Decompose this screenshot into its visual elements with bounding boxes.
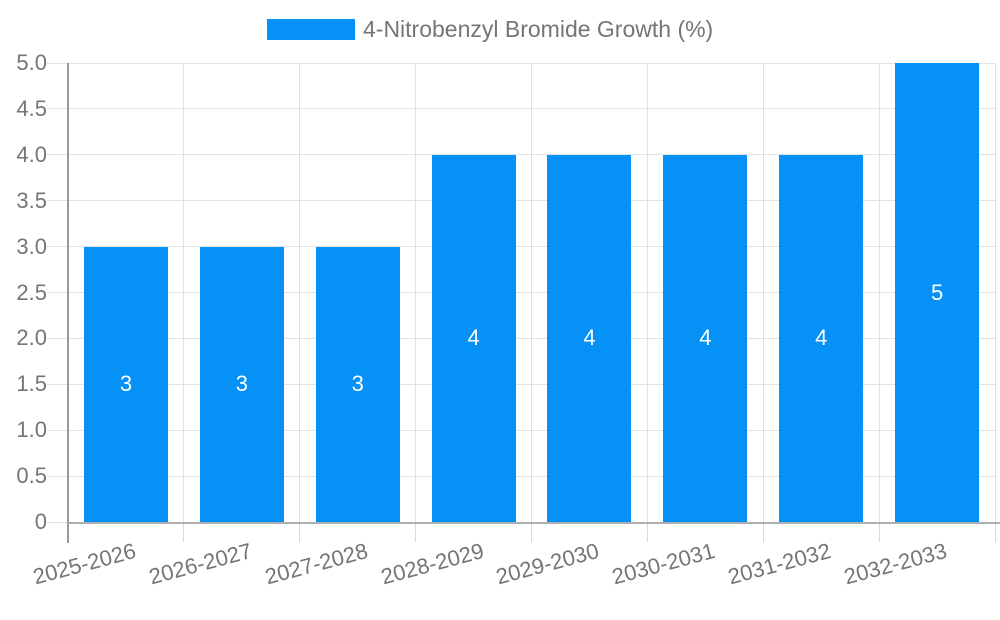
x-gridline [531, 63, 532, 522]
x-axis-tick [531, 522, 532, 542]
y-gridline [47, 200, 995, 202]
y-gridline [47, 292, 995, 293]
y-gridline [47, 108, 995, 110]
bar-2032-2033[interactable]: 5 [895, 63, 980, 522]
y-tick-label: 0 [34, 509, 47, 534]
y-tick-label: 2.5 [16, 279, 47, 305]
y-tick-label: 3.5 [16, 187, 47, 213]
x-axis-tick [299, 522, 301, 542]
bar-2030-2031[interactable]: 4 [663, 154, 748, 522]
x-axis-tick [183, 522, 185, 542]
y-gridline [47, 475, 995, 477]
x-gridline [183, 63, 185, 522]
bar-2025-2026[interactable]: 3 [83, 246, 168, 522]
x-gridline [878, 63, 880, 522]
y-tick-label: 0.5 [16, 463, 47, 489]
x-axis-tick [878, 522, 880, 542]
x-axis-tick [994, 522, 996, 542]
y-tick-label: 1.5 [16, 371, 47, 397]
y-tick-label: 2.0 [16, 325, 47, 351]
bar-2029-2030[interactable]: 4 [547, 154, 632, 522]
bar-value-label: 4 [699, 325, 712, 351]
x-gridline [762, 63, 764, 522]
bar-2026-2027[interactable]: 3 [199, 246, 284, 522]
bar-2028-2029[interactable]: 4 [431, 154, 516, 522]
bar-value-label: 4 [815, 325, 828, 351]
x-axis-tick [762, 522, 764, 542]
y-gridline [47, 62, 995, 64]
x-gridline [415, 63, 417, 522]
bar-value-label: 5 [930, 279, 944, 305]
legend-swatch-icon [267, 18, 355, 40]
y-tick-label: 3.0 [16, 233, 47, 259]
bar-value-label: 3 [351, 371, 364, 397]
y-gridline [47, 246, 995, 248]
x-gridline [994, 63, 996, 522]
y-gridline [47, 337, 995, 339]
bar-2027-2028[interactable]: 3 [315, 246, 400, 522]
y-gridline [47, 154, 995, 156]
y-gridline [47, 429, 995, 431]
x-gridline [299, 63, 301, 522]
y-tick-label: 4.5 [16, 95, 47, 121]
legend-label: 4-Nitrobenzyl Bromide Growth (%) [363, 15, 714, 42]
y-axis-line [67, 63, 69, 543]
x-axis-tick [415, 522, 417, 542]
chart-canvas: 4-Nitrobenzyl Bromide Growth (%) 0 0.5 1.0… [16, 14, 1000, 590]
y-tick-label: 1.0 [16, 417, 47, 443]
bar-2031-2032[interactable]: 4 [779, 154, 864, 522]
legend-item[interactable]: 4-Nitrobenzyl Bromide Growth (%) [267, 14, 713, 44]
bar-value-label: 3 [119, 371, 133, 397]
x-gridline [646, 63, 648, 522]
bar-value-label: 4 [583, 325, 596, 351]
bar-value-label: 3 [235, 371, 248, 397]
x-axis-line [68, 522, 1000, 524]
x-axis-tick [646, 522, 648, 542]
y-tick-label: 4.0 [16, 141, 47, 167]
bar-value-label: 4 [467, 325, 480, 351]
y-gridline [47, 383, 995, 385]
y-tick-label: 5.0 [16, 50, 47, 75]
